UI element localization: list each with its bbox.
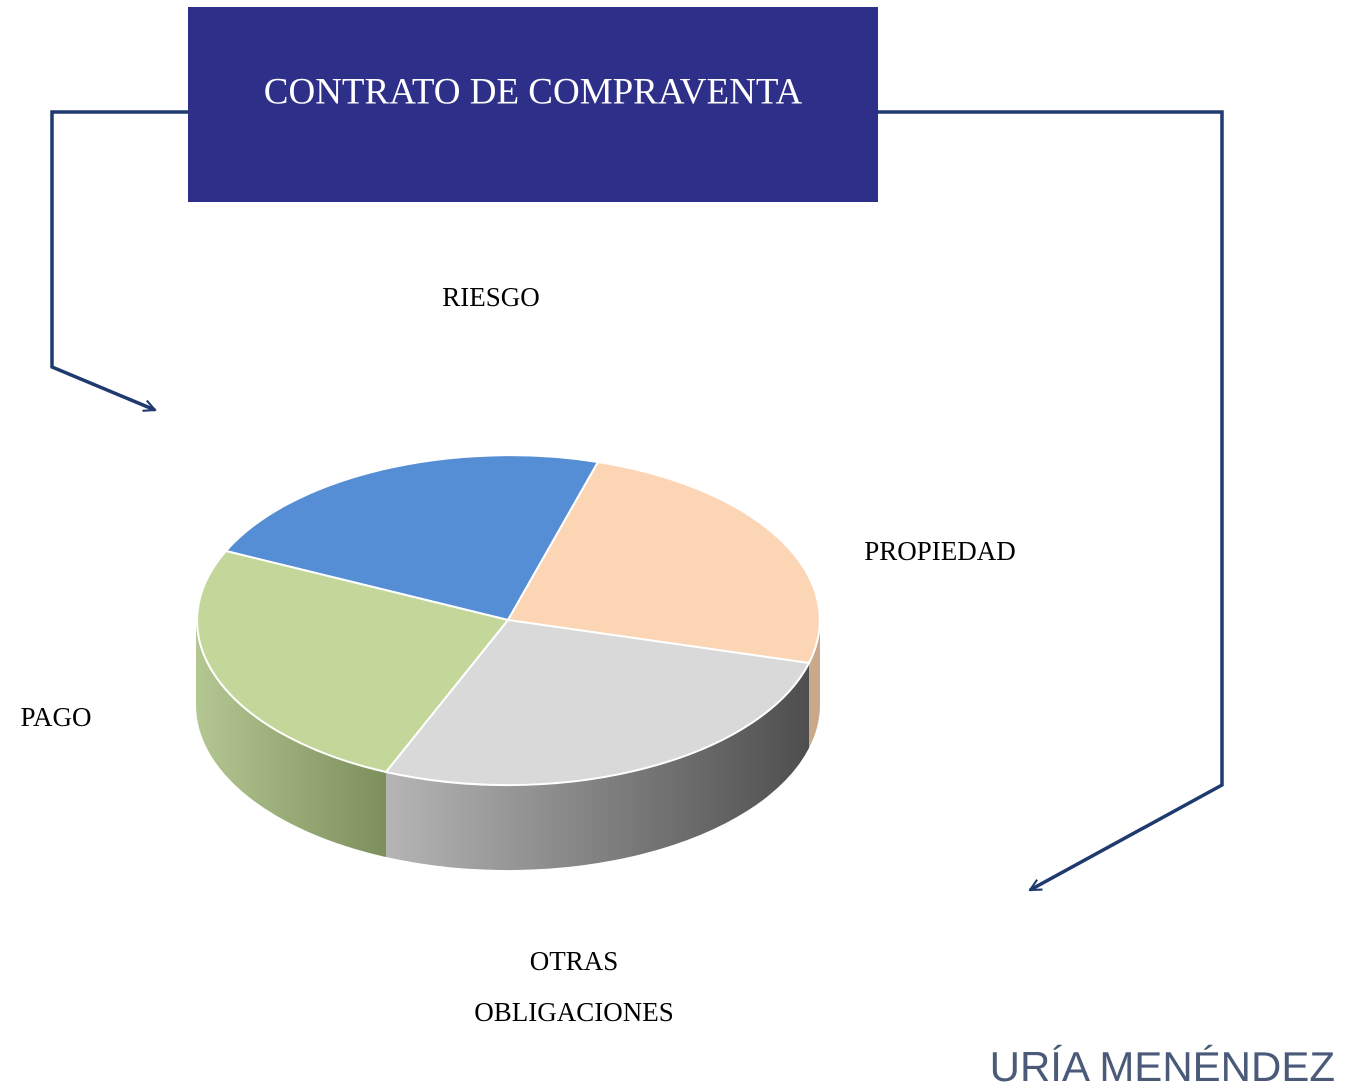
pie-slice-blue	[224, 454, 600, 622]
title-box	[188, 7, 878, 202]
pie-side-peach	[809, 620, 820, 748]
label-otras: OTRAS	[530, 946, 619, 976]
pie-slice-green	[196, 549, 510, 774]
label-riesgo: RIESGO	[442, 282, 540, 312]
label-propiedad: PROPIEDAD	[864, 536, 1016, 566]
pie-side-green	[195, 620, 386, 857]
label-obligaciones: OBLIGACIONES	[474, 997, 674, 1027]
left-connector	[50, 110, 188, 410]
pie	[195, 454, 821, 871]
pie-slice-peach	[506, 460, 821, 665]
right-connector	[878, 110, 1224, 892]
pie-side-gray	[386, 663, 809, 871]
logo: URÍA MENÉNDEZ	[990, 1043, 1335, 1090]
pie-slice-gray	[384, 618, 811, 787]
title: CONTRATO DE COMPRAVENTA	[264, 71, 803, 112]
label-pago: PAGO	[20, 702, 91, 732]
